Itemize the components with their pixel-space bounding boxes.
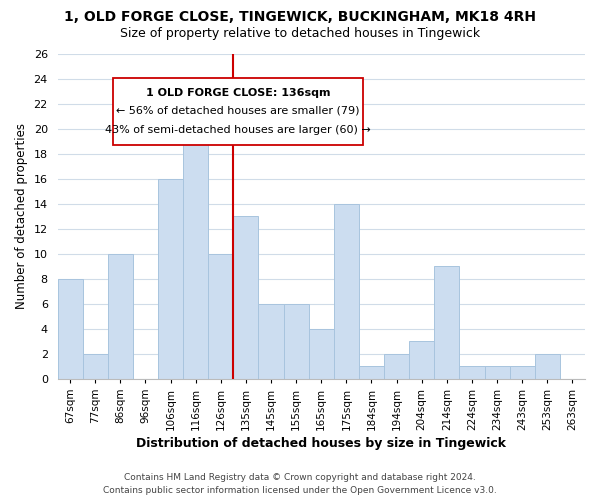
Bar [434,266,460,379]
Bar [233,216,259,379]
Bar [409,342,434,379]
Bar [384,354,409,379]
Text: Contains HM Land Registry data © Crown copyright and database right 2024.: Contains HM Land Registry data © Crown c… [124,474,476,482]
Text: ← 56% of detached houses are smaller (79): ← 56% of detached houses are smaller (79… [116,106,360,116]
X-axis label: Distribution of detached houses by size in Tingewick: Distribution of detached houses by size … [136,437,506,450]
Bar [509,366,535,379]
Bar [158,179,183,379]
Bar [284,304,309,379]
Bar [259,304,284,379]
Bar [108,254,133,379]
Bar [309,329,334,379]
Text: 1 OLD FORGE CLOSE: 136sqm: 1 OLD FORGE CLOSE: 136sqm [146,88,331,98]
Text: 1, OLD FORGE CLOSE, TINGEWICK, BUCKINGHAM, MK18 4RH: 1, OLD FORGE CLOSE, TINGEWICK, BUCKINGHA… [64,10,536,24]
FancyBboxPatch shape [113,78,364,145]
Bar [460,366,485,379]
Text: Size of property relative to detached houses in Tingewick: Size of property relative to detached ho… [120,28,480,40]
Bar [83,354,108,379]
Text: 43% of semi-detached houses are larger (60) →: 43% of semi-detached houses are larger (… [106,126,371,136]
Y-axis label: Number of detached properties: Number of detached properties [15,124,28,310]
Bar [183,104,208,379]
Bar [359,366,384,379]
Text: Contains public sector information licensed under the Open Government Licence v3: Contains public sector information licen… [103,486,497,495]
Bar [485,366,509,379]
Bar [334,204,359,379]
Bar [535,354,560,379]
Bar [208,254,233,379]
Bar [58,279,83,379]
